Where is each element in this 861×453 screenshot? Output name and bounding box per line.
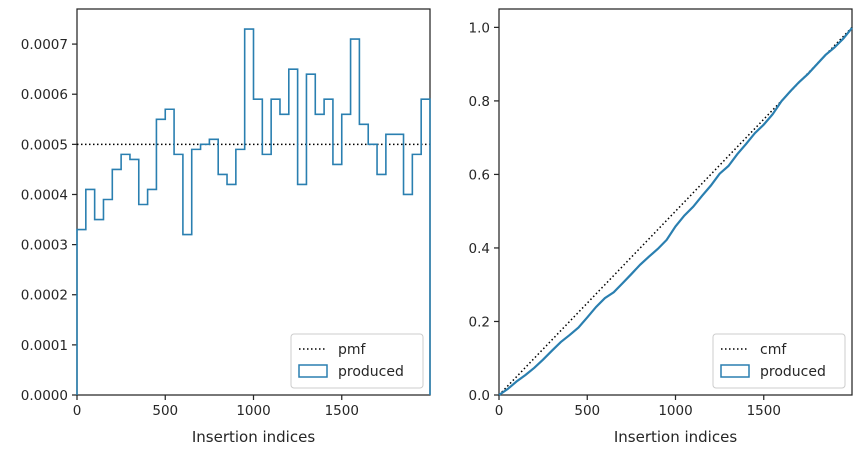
y-tick-label: 0.0000 <box>21 388 68 404</box>
legend-box-left <box>290 333 424 389</box>
legend-produced-label-left: produced <box>338 364 404 380</box>
produced-histogram-step <box>76 28 431 395</box>
y-tick-label: 0.0007 <box>21 37 68 53</box>
y-tick-label: 0.0006 <box>21 87 68 103</box>
plot-area-right <box>498 8 853 396</box>
axes-ticks-left: 0 500 1000 1500 0.0000 0.0001 0.0002 0.0003 0.00… <box>21 37 359 419</box>
series-left <box>76 28 431 395</box>
x-tick-label: 1500 <box>325 403 359 419</box>
legend-produced-label-right: produced <box>760 364 826 380</box>
legend-cmf-label: cmf <box>760 342 787 358</box>
legend-produced-swatch-right <box>720 364 750 378</box>
y-tick-label: 0.0001 <box>21 338 68 354</box>
y-tick-label: 1.0 <box>469 20 490 36</box>
x-tick-label: 0 <box>495 403 504 419</box>
y-tick-label: 0.6 <box>469 167 490 183</box>
pmf-histogram-panel: 0 500 1000 1500 0.0000 0.0001 0.0002 0.0003 0.00… <box>21 8 431 446</box>
series-right <box>498 26 853 396</box>
axes-ticks-right: 0 500 1000 1500 0.0 0.2 0.4 0.6 0.8 1.0 <box>469 20 781 419</box>
y-tick-label: 0.0 <box>469 388 490 404</box>
x-tick-label: 1000 <box>658 403 692 419</box>
legend-left: pmf produced <box>290 333 424 389</box>
legend-produced-swatch-left <box>298 364 328 378</box>
y-tick-label: 0.2 <box>469 314 490 330</box>
legend-box-right <box>712 333 846 389</box>
x-tick-label: 0 <box>73 403 82 419</box>
y-tick-label: 0.0003 <box>21 238 68 254</box>
y-tick-label: 0.0004 <box>21 187 68 203</box>
x-tick-label: 1000 <box>236 403 270 419</box>
legend-right: cmf produced <box>712 333 846 389</box>
x-tick-label: 500 <box>152 403 178 419</box>
produced-line <box>498 27 853 396</box>
y-tick-label: 0.4 <box>469 241 490 257</box>
x-axis-label-left: Insertion indices <box>192 428 315 446</box>
y-tick-label: 0.8 <box>469 94 490 110</box>
x-tick-label: 500 <box>574 403 600 419</box>
cmf-line-panel: 0 500 1000 1500 0.0 0.2 0.4 0.6 0.8 1.0 Insertion… <box>469 8 853 446</box>
legend-pmf-label: pmf <box>338 342 367 358</box>
x-axis-label-right: Insertion indices <box>614 428 737 446</box>
y-tick-label: 0.0005 <box>21 137 68 153</box>
y-tick-label: 0.0002 <box>21 288 68 304</box>
x-tick-label: 1500 <box>747 403 781 419</box>
